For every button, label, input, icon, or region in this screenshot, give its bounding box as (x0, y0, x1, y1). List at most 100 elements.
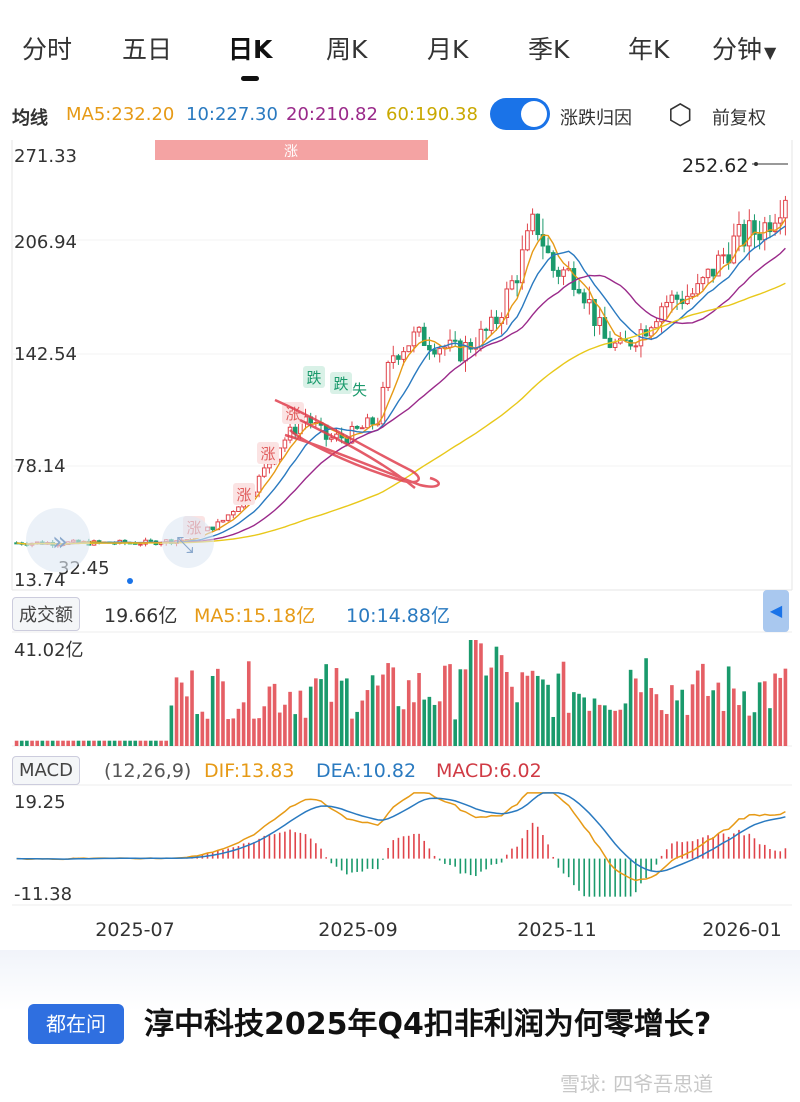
stock-chart[interactable]: 涨 271.33 206.94 142.54 78.14 13.74 252.6… (0, 140, 800, 950)
hexagon-settings-icon[interactable]: ⬡ (668, 98, 693, 131)
volume-bars (14, 640, 788, 746)
volume-bar (138, 740, 143, 746)
volume-bar (345, 678, 349, 746)
volume-bar (530, 670, 535, 746)
expand-arrows-icon: ⤡ (176, 533, 194, 558)
chevron-down-icon: ▼ (764, 43, 777, 62)
volume-bar (30, 740, 34, 746)
loss-marker[interactable]: 失 (352, 381, 367, 399)
volume-bar (128, 740, 132, 746)
candle (757, 233, 762, 241)
candle (406, 345, 412, 353)
candle (468, 342, 473, 350)
volume-bar (35, 740, 40, 746)
volume-bar (680, 689, 685, 746)
volume-bar (205, 718, 210, 746)
volume-bar (768, 708, 772, 746)
macd-top-label: 19.25 (14, 792, 66, 813)
volume-bar (277, 712, 282, 746)
candle (535, 213, 541, 236)
fall-marker[interactable]: 跌 (303, 366, 325, 388)
dea-line (16, 792, 786, 873)
candle (746, 220, 752, 247)
question-text[interactable]: 淳中科技2025年Q4扣非利润为何零增长? (144, 1007, 712, 1042)
tab-quarterly-k[interactable]: 季K (528, 35, 570, 64)
svg-text:涨: 涨 (260, 445, 275, 463)
y-tick-2: 206.94 (14, 232, 77, 253)
volume-bar (587, 710, 592, 746)
candle (721, 254, 726, 257)
zoom-toggle-button[interactable]: ⤡ (162, 516, 214, 568)
candle (416, 326, 422, 333)
candle (571, 268, 577, 290)
x-axis: 2025-07 2025-09 2025-11 2026-01 (95, 919, 781, 941)
candle (545, 245, 551, 254)
volume-bar (92, 740, 96, 746)
volume-bar (231, 718, 236, 746)
svg-text:涨: 涨 (236, 486, 251, 504)
candle (210, 526, 215, 531)
tab-intraday[interactable]: 分时 (22, 35, 73, 64)
tab-yearly-k[interactable]: 年K (628, 35, 670, 64)
candle (556, 269, 561, 277)
candle (710, 268, 716, 277)
volume-bar (355, 711, 359, 746)
volume-bar (308, 686, 313, 746)
svg-text:跌: 跌 (306, 369, 321, 387)
active-tab-indicator (241, 76, 259, 81)
volume-current: 19.66亿 (104, 605, 178, 627)
forward-adjust-label[interactable]: 前复权 (712, 108, 766, 129)
fall-marker[interactable]: 跌 (330, 372, 352, 394)
collapse-panel-button[interactable]: ◀ (763, 590, 789, 632)
faq-badge: 都在问 (28, 1004, 124, 1044)
tab-five-day[interactable]: 五日 (122, 35, 173, 64)
volume-bar (226, 719, 230, 746)
volume-ma5: MA5:15.18亿 (194, 605, 316, 627)
candle (359, 427, 365, 430)
volume-bar (406, 680, 411, 746)
volume-bar (613, 710, 617, 746)
expand-left-button[interactable]: » (26, 508, 90, 572)
volume-indicator-button[interactable]: 成交额 (12, 597, 80, 631)
candle (561, 269, 566, 277)
macd-bottom-label: -11.38 (14, 884, 72, 905)
candle (664, 301, 670, 308)
candle (772, 222, 778, 233)
volume-bar (200, 711, 205, 746)
event-dot[interactable] (127, 578, 133, 584)
candle (261, 467, 267, 477)
candle (654, 321, 659, 329)
tab-monthly-k[interactable]: 月K (427, 35, 469, 64)
tab-weekly-k[interactable]: 周K (326, 35, 368, 64)
ma-label[interactable]: 均线 (12, 108, 48, 129)
macd-dea: DEA:10.82 (316, 760, 417, 782)
volume-bar (381, 674, 385, 746)
x-tick: 2025-09 (318, 919, 397, 941)
macd-indicator-button[interactable]: MACD (12, 756, 80, 785)
volume-bar (701, 663, 705, 746)
volume-bar (566, 712, 571, 746)
tab-minute[interactable]: 分钟 ▼ (712, 30, 776, 66)
volume-bar (298, 690, 303, 746)
volume-bar (762, 681, 767, 746)
volume-bar (432, 704, 437, 746)
y-tick-max: 271.33 (14, 146, 77, 167)
macd-panel: 19.25 -11.38 (12, 784, 792, 906)
volume-bar (747, 715, 752, 746)
rise-banner (155, 140, 428, 160)
volume-bar (458, 669, 463, 746)
rise-marker[interactable]: 涨 (233, 483, 255, 505)
rise-marker[interactable]: 涨 (257, 442, 279, 464)
attribution-toggle[interactable] (490, 98, 550, 130)
candle (329, 437, 334, 440)
volume-bar (360, 700, 365, 746)
candle (581, 292, 587, 304)
volume-bar (453, 719, 457, 746)
candle (282, 439, 288, 449)
volume-bar (179, 682, 184, 746)
question-card[interactable]: 都在问 淳中科技2025年Q4扣非利润为何零增长? 雪球: 四爷吾思道 (0, 950, 800, 1102)
candle (432, 349, 437, 355)
tab-daily-k[interactable]: 日K (228, 35, 273, 64)
volume-bar (143, 740, 148, 746)
watermark: 雪球: 四爷吾思道 (560, 1072, 714, 1096)
